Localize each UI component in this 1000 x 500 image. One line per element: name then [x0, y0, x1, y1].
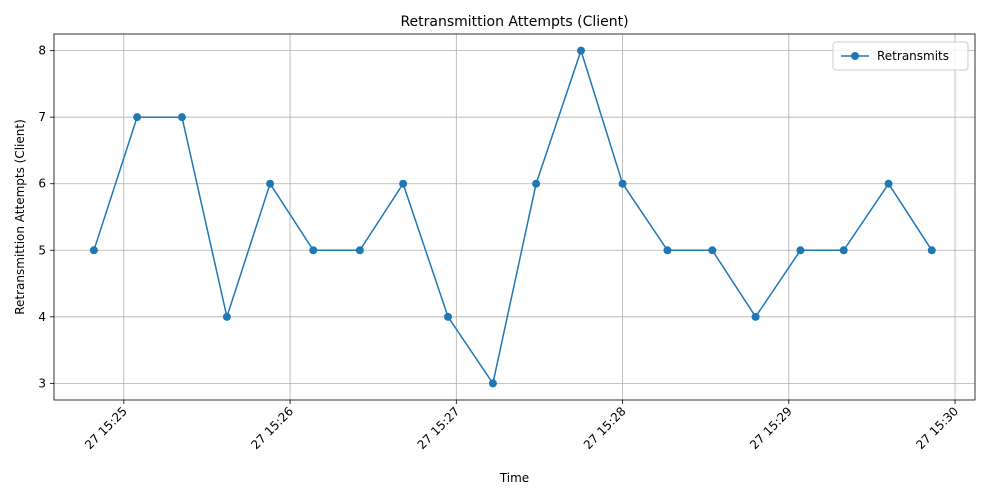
x-tick-label: 27 15:30 — [913, 404, 961, 452]
data-point — [444, 312, 453, 321]
y-tick-label: 7 — [38, 110, 46, 124]
data-point — [399, 179, 408, 188]
y-tick-label: 8 — [38, 44, 46, 58]
x-axis-ticks: 27 15:25 27 15:26 27 15:27 27 15:28 27 15:29… — [82, 400, 961, 452]
x-tick-label: 27 15:25 — [82, 404, 130, 452]
data-point — [222, 312, 231, 321]
x-tick-label: 27 15:26 — [248, 404, 296, 452]
y-axis-label: Retransmittion Attempts (Client) — [13, 119, 27, 315]
plot-frame — [53, 33, 976, 401]
data-point — [663, 246, 672, 255]
data-point — [751, 312, 760, 321]
data-point — [532, 179, 541, 188]
series — [89, 46, 936, 388]
data-point — [884, 179, 893, 188]
y-tick-label: 4 — [38, 310, 46, 324]
data-point — [266, 179, 275, 188]
data-point — [488, 379, 497, 388]
data-point — [133, 113, 142, 122]
chart-title: Retransmittion Attempts (Client) — [400, 14, 628, 30]
data-point — [355, 246, 364, 255]
x-tick-label: 27 15:29 — [747, 404, 795, 452]
legend-label: Retransmits — [877, 49, 949, 63]
y-tick-label: 3 — [38, 376, 46, 390]
data-point — [576, 46, 585, 55]
grid — [54, 34, 975, 400]
legend-box — [832, 41, 969, 71]
data-point — [89, 246, 98, 255]
y-tick-label: 5 — [38, 243, 46, 257]
data-point — [309, 246, 318, 255]
data-point — [927, 246, 936, 255]
data-point — [618, 179, 627, 188]
legend-marker-swatch — [851, 52, 859, 60]
series-line — [93, 48, 933, 386]
data-point — [839, 246, 848, 255]
data-point — [708, 246, 717, 255]
y-axis-ticks: 3 4 5 6 7 8 — [38, 44, 54, 390]
data-point — [178, 113, 187, 122]
data-point — [796, 246, 805, 255]
y-tick-label: 6 — [38, 177, 46, 191]
x-tick-label: 27 15:28 — [581, 404, 629, 452]
legend: Retransmits — [832, 41, 969, 71]
x-axis-label: Time — [499, 471, 529, 485]
x-tick-label: 27 15:27 — [415, 404, 463, 452]
